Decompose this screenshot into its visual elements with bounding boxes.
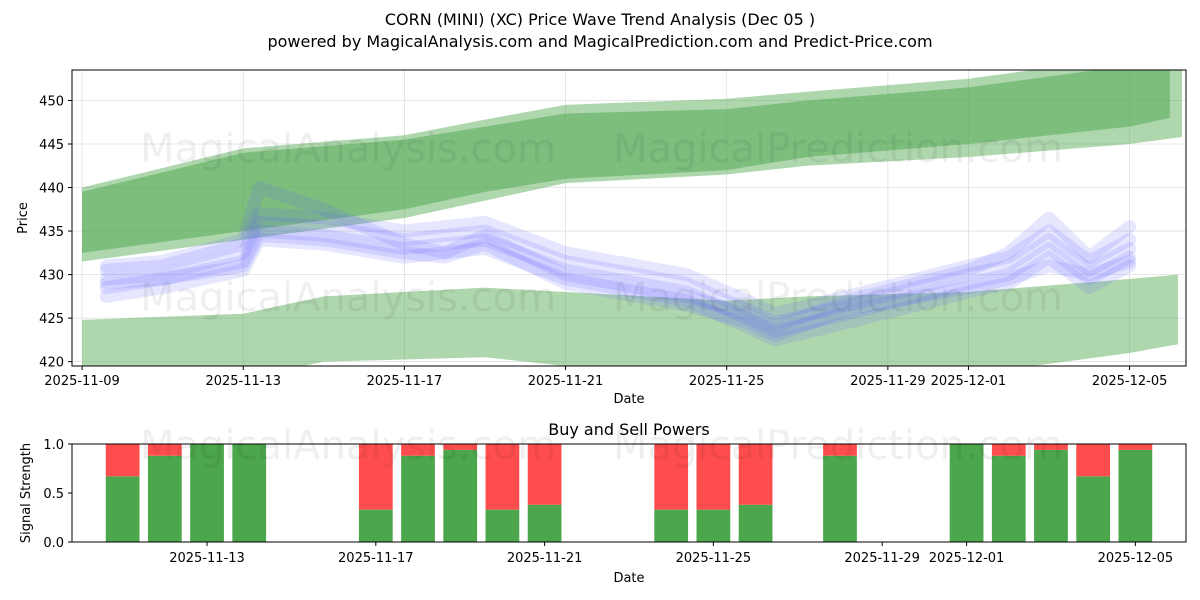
buy-bar	[147, 455, 182, 542]
buy-bar	[1034, 449, 1068, 542]
sell-bar	[696, 444, 731, 510]
buy-bar	[696, 509, 731, 542]
chart-subtitle: powered by MagicalAnalysis.com and Magic…	[267, 32, 932, 51]
main-x-axis-label: Date	[613, 392, 644, 407]
sell-bar	[147, 444, 182, 456]
chart-title: CORN (MINI) (XC) Price Wave Trend Analys…	[385, 10, 815, 29]
x-tick-label: 2025-11-09	[44, 374, 120, 389]
watermark-layer: MagicalAnalysis.com MagicalAnalysis.com Ma…	[140, 126, 1063, 469]
sell-bar	[443, 444, 478, 450]
watermark-analysis: MagicalAnalysis.com	[140, 275, 556, 321]
x-tick-label: 2025-11-17	[367, 374, 443, 389]
bar-y-axis-label: Signal Strength	[19, 443, 34, 543]
main-plot-area	[82, 70, 1182, 366]
buy-bar	[232, 444, 267, 542]
y-tick-label: 430	[39, 269, 64, 284]
y-tick-label: 450	[39, 94, 64, 109]
buy-sell-power-chart: 0.0 0.5 1.0 2025-11-13 2025-11-17 2025-11-21 2…	[19, 420, 1187, 586]
bar-x-tick-label: 2025-11-13	[169, 551, 245, 566]
upper-band-inner	[82, 70, 1170, 253]
sell-bar	[358, 444, 393, 510]
buy-bar	[443, 449, 478, 542]
bar-y-tick-label: 0.0	[43, 536, 64, 551]
sell-bar	[485, 444, 520, 510]
buy-bar	[527, 504, 562, 542]
sell-bar	[738, 444, 773, 505]
buy-bar	[401, 455, 435, 542]
main-plot-frame	[71, 69, 1187, 367]
sell-bar	[991, 444, 1026, 456]
x-tick-label: 2025-11-21	[528, 374, 604, 389]
buy-bar	[358, 509, 393, 542]
bar-x-axis-label: Date	[613, 571, 644, 586]
watermark-analysis: MagicalAnalysis.com	[140, 423, 556, 469]
price-wave-5	[99, 181, 1137, 334]
lower-band-outer	[82, 274, 1178, 366]
watermark-prediction: MagicalPrediction.com	[613, 275, 1063, 321]
buy-bar	[738, 504, 773, 542]
bar-y-tick-label: 0.5	[43, 487, 64, 502]
bar-chart-title: Buy and Sell Powers	[548, 420, 710, 439]
y-tick-label: 425	[39, 312, 64, 327]
bar-x-tick-label: 2025-11-25	[676, 551, 752, 566]
buy-bar	[949, 444, 984, 542]
x-tick-label: 2025-11-29	[850, 374, 926, 389]
sell-bar	[823, 444, 857, 456]
buy-bar	[1118, 449, 1153, 542]
y-tick-label: 445	[39, 138, 64, 153]
buy-bar	[654, 509, 689, 542]
y-tick-label: 420	[39, 356, 64, 371]
bar-x-tick-label: 2025-12-01	[929, 551, 1005, 566]
watermark-analysis: MagicalAnalysis.com	[140, 126, 556, 172]
bar-plot-frame	[71, 443, 1187, 543]
sell-bar	[105, 444, 140, 477]
x-tick-label: 2025-12-01	[931, 374, 1007, 389]
watermark-prediction: MagicalPrediction.com	[613, 126, 1063, 172]
bar-x-tick-label: 2025-11-29	[844, 551, 920, 566]
buy-bar	[1076, 476, 1111, 542]
sell-bar	[401, 444, 435, 456]
x-tick-label: 2025-12-05	[1092, 374, 1168, 389]
sell-bar	[527, 444, 562, 505]
price-wave-chart: 420 425 430 435 440 445 450 2025-11-09 2025-11-1…	[16, 69, 1187, 407]
y-tick-label: 435	[39, 225, 64, 240]
bar-x-tick-label: 2025-11-21	[507, 551, 583, 566]
price-wave-6	[99, 228, 1137, 343]
sell-bar	[654, 444, 689, 510]
sell-bar	[1076, 444, 1111, 477]
x-tick-label: 2025-11-25	[689, 374, 765, 389]
buy-bar	[823, 455, 857, 542]
buy-bar	[105, 476, 140, 542]
buy-bar	[190, 444, 224, 542]
bar-y-tick-label: 1.0	[43, 438, 64, 453]
x-tick-label: 2025-11-13	[205, 374, 281, 389]
main-y-axis-label: Price	[16, 202, 31, 234]
sell-bar	[1118, 444, 1153, 450]
price-wave-3	[99, 207, 1137, 321]
buy-bar	[485, 509, 520, 542]
price-wave-2	[99, 224, 1137, 338]
bar-x-tick-label: 2025-11-17	[338, 551, 414, 566]
price-wave-4	[99, 233, 1137, 347]
bar-x-tick-label: 2025-12-05	[1098, 551, 1174, 566]
y-tick-label: 440	[39, 182, 64, 197]
sell-bar	[1034, 444, 1068, 450]
price-wave-1	[99, 215, 1137, 329]
watermark-prediction: MagicalPrediction.com	[613, 423, 1063, 469]
buy-bar	[991, 455, 1026, 542]
